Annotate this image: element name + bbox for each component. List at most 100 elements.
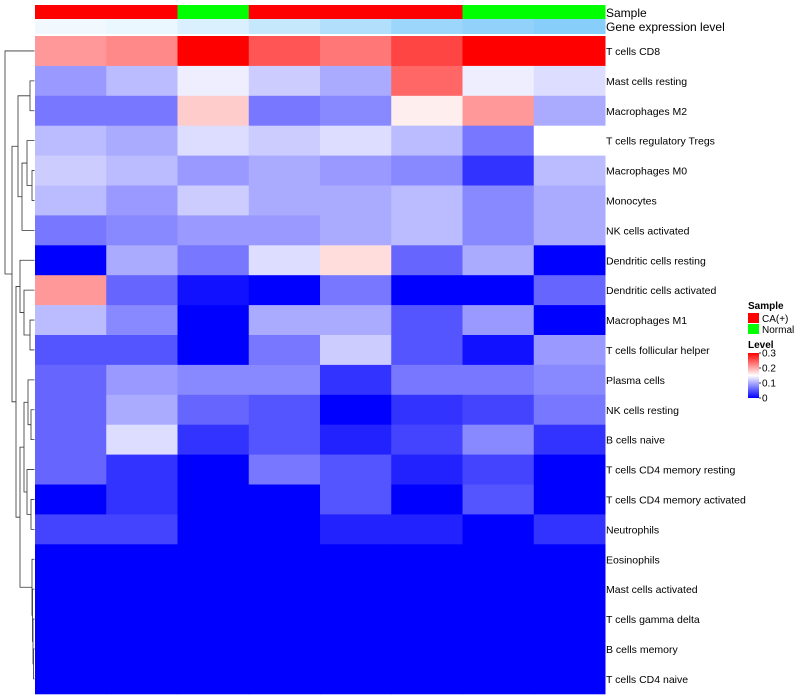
heatmap-cell — [248, 155, 321, 186]
heatmap-cell — [106, 454, 178, 485]
dendrogram-branch — [21, 162, 35, 231]
heatmap-cell — [462, 95, 535, 127]
legend-level-ticks: 0.3 0.2 0.1 0 — [759, 349, 776, 405]
heatmap-cell — [533, 514, 606, 545]
heatmap-cell — [391, 574, 463, 605]
heatmap-cell — [391, 245, 463, 276]
heatmap-cell — [106, 245, 178, 276]
heatmap-cell — [248, 663, 321, 695]
heatmap-cell — [248, 604, 321, 635]
heatmap-cell — [248, 514, 321, 545]
heatmap-cell — [106, 514, 178, 545]
heatmap-cell — [106, 185, 178, 216]
heatmap-cell — [462, 125, 535, 157]
heatmap-cell — [533, 335, 606, 366]
expression-annotation-bar — [35, 19, 606, 34]
dendrogram-branch — [15, 286, 20, 518]
heatmap-cell — [391, 95, 463, 127]
heatmap-cell — [35, 574, 107, 605]
heatmap-cell — [320, 245, 392, 276]
heatmap-cell — [177, 65, 250, 97]
row-label: NK cells activated — [606, 225, 690, 237]
heatmap-cell — [320, 335, 392, 366]
sample-annotation-cell — [106, 5, 178, 19]
heatmap-cell — [248, 36, 321, 67]
heatmap-cell — [533, 245, 606, 276]
heatmap-cell — [462, 155, 535, 186]
heatmap-cell — [177, 125, 250, 157]
heatmap-cell — [391, 454, 463, 485]
heatmap-cell — [35, 215, 107, 246]
heatmap-cell — [177, 215, 250, 246]
row-label: Macrophages M2 — [606, 106, 687, 118]
dendrogram-branch — [11, 145, 18, 403]
heatmap-cells — [35, 36, 606, 695]
row-label: B cells memory — [606, 644, 679, 656]
row-label: Macrophages M0 — [606, 166, 687, 178]
heatmap-cell — [35, 245, 107, 276]
heatmap-cell — [177, 36, 250, 67]
heatmap-cell — [106, 275, 178, 306]
heatmap-cell — [320, 454, 392, 485]
row-label: Dendritic cells resting — [606, 255, 706, 267]
row-label: T cells gamma delta — [606, 614, 700, 626]
heatmap-cell — [248, 125, 321, 157]
heatmap-cell — [320, 544, 392, 575]
expression-annotation-cell — [248, 19, 321, 34]
heatmap-cell — [106, 215, 178, 246]
heatmap-cell — [35, 364, 107, 396]
heatmap-cell — [320, 95, 392, 127]
sample-annotation-bar — [35, 5, 606, 19]
heatmap-cell — [320, 424, 392, 456]
heatmap-cell — [106, 155, 178, 186]
heatmap-cell — [35, 604, 107, 635]
heatmap-cell — [533, 544, 606, 575]
dendrogram-branch — [17, 95, 30, 198]
heatmap-cell — [462, 394, 535, 426]
heatmap-cell — [248, 65, 321, 97]
row-label: Eosinophils — [606, 554, 660, 566]
heatmap-cell — [533, 65, 606, 97]
heatmap-cell — [533, 364, 606, 396]
row-label: T cells CD4 memory resting — [606, 465, 735, 477]
legend-level-tick-label: 0.2 — [762, 364, 776, 375]
heatmap-cell — [533, 574, 606, 605]
heatmap-cell — [248, 424, 321, 456]
heatmap-cell — [177, 275, 250, 306]
heatmap-cell — [320, 484, 392, 515]
heatmap-cell — [106, 65, 178, 97]
heatmap-cell — [391, 215, 463, 246]
heatmap-cell — [320, 275, 392, 306]
heatmap-cell — [248, 394, 321, 426]
heatmap-cell — [177, 155, 250, 186]
heatmap-cell — [248, 364, 321, 396]
heatmap-cell — [391, 484, 463, 515]
heatmap-cell — [391, 125, 463, 157]
dendrogram-branch — [19, 446, 32, 588]
heatmap-cell — [248, 95, 321, 127]
heatmap-cell — [391, 275, 463, 306]
heatmap-cell — [248, 185, 321, 216]
heatmap-cell — [177, 185, 250, 216]
legend-level-colorbar — [748, 353, 759, 398]
heatmap-cell — [177, 305, 250, 336]
heatmap-cell — [462, 514, 535, 545]
heatmap-cell — [177, 634, 250, 665]
heatmap-cell — [462, 604, 535, 635]
heatmap-cell — [462, 275, 535, 306]
dendrogram-branch — [30, 499, 35, 530]
heatmap-cell — [533, 155, 606, 186]
heatmap-cell — [320, 574, 392, 605]
heatmap-cell — [106, 424, 178, 456]
heatmap-cell — [320, 364, 392, 396]
row-label: T cells regulatory Tregs — [606, 136, 715, 148]
heatmap-cell — [177, 544, 250, 575]
dendrogram-branch — [33, 648, 35, 680]
heatmap-cell — [35, 663, 107, 695]
heatmap-cell — [462, 245, 535, 276]
legend-level-tick-label: 0.1 — [762, 379, 776, 390]
heatmap-cell — [462, 36, 535, 67]
heatmap-cell — [533, 394, 606, 426]
heatmap-cell — [391, 36, 463, 67]
heatmap-cell — [177, 604, 250, 635]
